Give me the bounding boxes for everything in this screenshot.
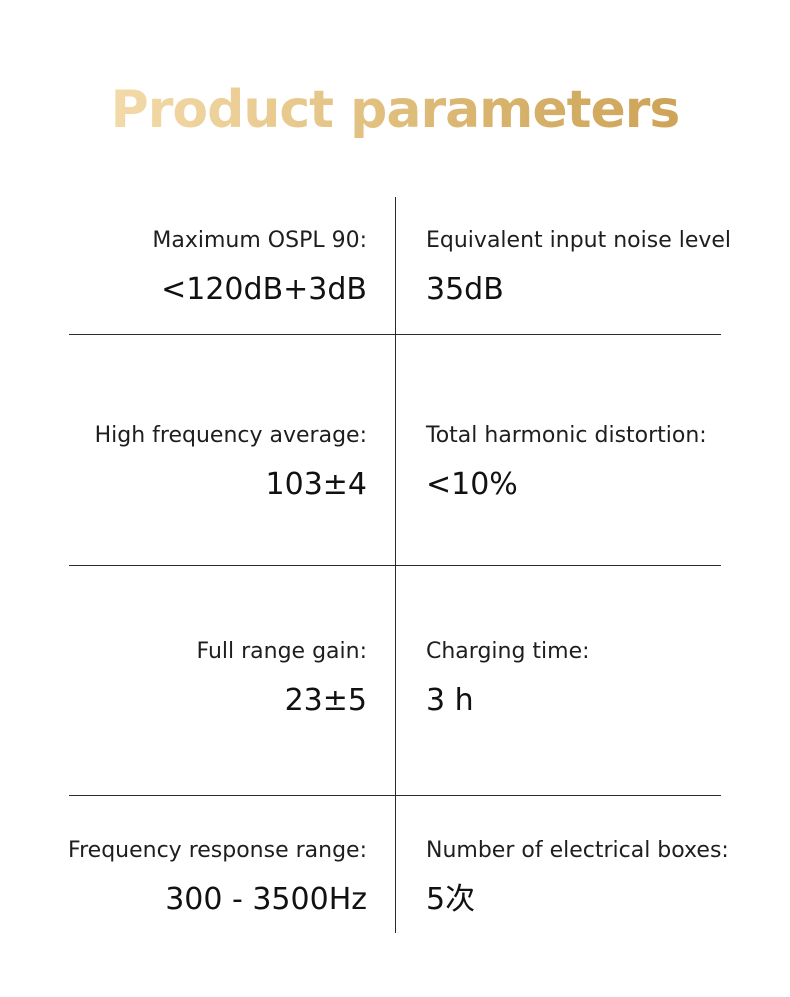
row-divider: [69, 334, 721, 335]
page-title: Product parameters: [0, 78, 790, 142]
param-high-frequency: High frequency average: 103±4: [27, 421, 367, 505]
param-label: Full range gain:: [196, 639, 368, 664]
row-divider: [69, 565, 721, 566]
param-label: Total harmonic distortion:: [426, 423, 707, 448]
param-value: <120dB+3dB: [161, 272, 367, 307]
param-value: 300 - 3500Hz: [165, 882, 367, 917]
param-electrical-boxes: Number of electrical boxes: 5次: [426, 836, 776, 920]
param-value: 35dB: [426, 272, 504, 307]
param-label: Frequency response range:: [68, 838, 367, 863]
param-label: High frequency average:: [94, 423, 367, 448]
param-noise-level: Equivalent input noise level 35dB: [426, 226, 776, 310]
param-label: Charging time:: [426, 639, 590, 664]
param-label: Number of electrical boxes:: [426, 838, 729, 863]
param-value: 5次: [426, 882, 476, 917]
param-charging-time: Charging time: 3 h: [426, 637, 776, 721]
param-value: 3 h: [426, 683, 474, 718]
param-value: 103±4: [265, 467, 367, 502]
row-divider: [69, 795, 721, 796]
param-label: Maximum OSPL 90:: [152, 228, 367, 253]
param-value: <10%: [426, 467, 518, 502]
param-value: 23±5: [284, 683, 367, 718]
param-full-range-gain: Full range gain: 23±5: [27, 637, 368, 721]
param-label: Equivalent input noise level: [426, 228, 732, 253]
param-harmonic-distortion: Total harmonic distortion: <10%: [426, 421, 776, 505]
param-max-ospl: Maximum OSPL 90: <120dB+3dB: [27, 226, 367, 310]
param-frequency-response: Frequency response range: 300 - 3500Hz: [27, 836, 367, 920]
